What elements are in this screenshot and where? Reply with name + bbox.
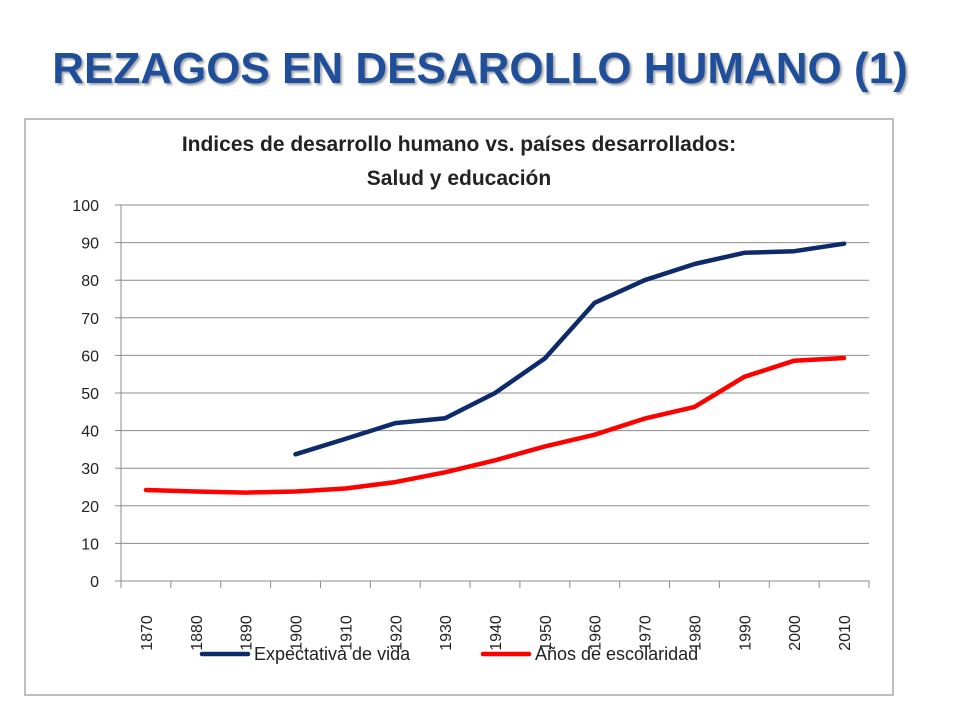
x-tick-label: 1980 xyxy=(687,615,704,651)
series-line-2 xyxy=(143,355,847,495)
y-tick-label: 70 xyxy=(81,311,99,328)
x-tick-label: 1940 xyxy=(488,615,505,651)
y-tick-label: 20 xyxy=(81,499,99,516)
x-tick-label: 1880 xyxy=(189,615,206,651)
axes: 0 10 20 30 40 50 60 70 80 90 100 1870 1880 1890 1900 19… xyxy=(72,198,870,651)
x-tick-label: 1890 xyxy=(239,615,256,651)
chart-subtitle: Salud y educación xyxy=(367,167,551,190)
y-tick-label: 90 xyxy=(81,236,99,253)
chart-frame: Indices de desarrollo humano vs. países … xyxy=(24,118,894,696)
y-tick-label: 80 xyxy=(81,273,99,290)
y-tick-label: 10 xyxy=(81,536,99,553)
series-lines xyxy=(143,241,847,495)
x-tick-label: 1930 xyxy=(438,615,455,651)
series-line-1 xyxy=(293,241,847,457)
x-tick-label: 1950 xyxy=(538,615,555,651)
x-tick-label: 1960 xyxy=(588,615,605,651)
x-tick-label: 1970 xyxy=(638,615,655,651)
x-tick-label: 1900 xyxy=(289,615,306,651)
y-tick-label: 100 xyxy=(72,198,99,215)
legend-label: Años de escolaridad xyxy=(535,644,698,664)
x-tick-label: 2010 xyxy=(837,615,854,651)
y-tick-label: 30 xyxy=(81,461,99,478)
x-tick-label: 1990 xyxy=(737,615,754,651)
legend: Expectativa de vida Años de escolaridad xyxy=(199,644,698,664)
x-tick-label: 1870 xyxy=(139,615,156,651)
y-tick-label: 0 xyxy=(90,574,99,591)
y-tick-label: 50 xyxy=(81,386,99,403)
x-tick-label: 1910 xyxy=(338,615,355,651)
chart: Indices de desarrollo humano vs. países … xyxy=(72,133,870,664)
y-tick-label: 40 xyxy=(81,424,99,441)
y-tick-label: 60 xyxy=(81,348,99,365)
chart-title: Indices de desarrollo humano vs. países … xyxy=(182,133,736,156)
x-tick-label: 2000 xyxy=(787,615,804,651)
x-tick-label: 1920 xyxy=(388,615,405,651)
slide-title: REZAGOS EN DESAROLLO HUMANO (1) xyxy=(52,44,908,93)
legend-label: Expectativa de vida xyxy=(254,644,411,664)
